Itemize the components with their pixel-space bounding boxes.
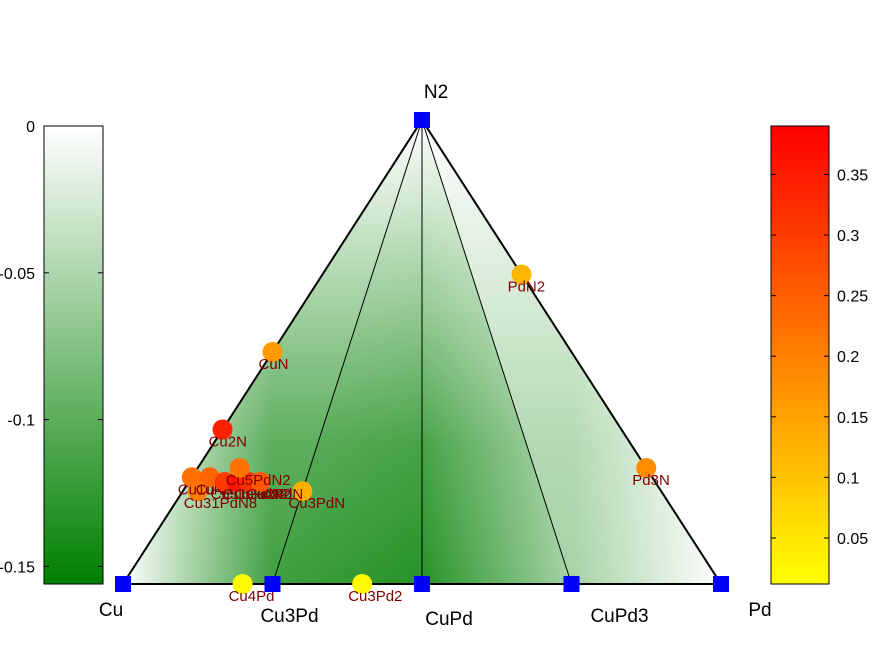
- data-point-label: PdN2: [508, 279, 546, 296]
- left-colorbar: 0 -0.05 -0.1 -0.15: [0, 119, 104, 585]
- right-colorbar-tick-label: 0.3: [837, 228, 859, 245]
- hull-vertex-marker: [414, 112, 430, 128]
- data-point: [262, 342, 283, 362]
- vertex-label-bottom-left: Cu: [99, 600, 123, 621]
- right-colorbar-tick-label: 0.25: [837, 289, 868, 306]
- data-point-label: CuN: [259, 356, 289, 373]
- data-point: [250, 471, 271, 492]
- tie-line-cupd3: [421, 119, 572, 585]
- data-points: PdN2 CuN Cu2N Pd3N Cu4Pd Cu3Pd2 Cu3PdN Cu31PdN8…: [178, 264, 670, 605]
- left-colorbar-tick-label: -0.1: [7, 413, 35, 430]
- tie-lines: [272, 119, 572, 585]
- right-colorbar: 0.05 0.1 0.15 0.2 0.25 0.3 0.35: [770, 125, 868, 585]
- tie-line-cu3pd: [272, 119, 423, 585]
- vertex-label-bottom-right: Pd: [748, 600, 771, 621]
- data-point-label: Cu6PdN2: [223, 486, 288, 503]
- data-point-label: Pd3N: [632, 472, 670, 489]
- data-point-label: Cu4Pd: [229, 588, 275, 605]
- right-colorbar-tick-label: 0.35: [837, 167, 868, 184]
- data-point-label: Cu2PdN: [247, 486, 304, 503]
- vertex-label-top: N2: [424, 82, 448, 103]
- left-colorbar-fill: [43, 125, 104, 585]
- left-colorbar-tick-label: 0: [26, 119, 35, 136]
- edge-label: Cu3Pd: [260, 606, 318, 627]
- hull-vertex-marker: [563, 576, 580, 592]
- data-point: [212, 419, 233, 440]
- edge-label: CuPd: [425, 609, 473, 630]
- data-point-label: Cu5PdN2: [226, 472, 291, 489]
- right-colorbar-tick-label: 0.1: [837, 470, 859, 487]
- right-colorbar-tick-label: 0.05: [837, 531, 868, 548]
- data-point: [511, 264, 532, 285]
- data-point-label: CuPdN2: [235, 486, 292, 503]
- hull-vertex-marker: [115, 576, 131, 592]
- hull-vertex-marker: [414, 576, 430, 592]
- data-point: [636, 458, 657, 478]
- data-point: [292, 481, 313, 502]
- right-colorbar-tick-label: 0.2: [837, 349, 859, 366]
- data-point-label: Cu2N: [209, 433, 247, 450]
- data-point-label: Cu3PdN: [288, 495, 345, 512]
- data-point: [229, 458, 250, 478]
- data-point-label: Cu31PdN8: [184, 495, 257, 512]
- data-point-label: Cu3Pd2: [348, 588, 402, 605]
- left-colorbar-tick-label: -0.15: [0, 559, 35, 576]
- hull-vertex-marker: [713, 576, 729, 592]
- data-point: [232, 574, 253, 594]
- right-colorbar-fill: [770, 125, 830, 585]
- left-colorbar-tick-label: -0.05: [0, 266, 35, 283]
- hull-vertex-marker: [264, 576, 281, 592]
- hull-vertex-markers: [115, 112, 729, 592]
- right-colorbar-tick-label: 0.15: [837, 410, 868, 427]
- data-point: [181, 467, 202, 488]
- data-point: [352, 574, 373, 594]
- edge-label: CuPd3: [590, 606, 648, 627]
